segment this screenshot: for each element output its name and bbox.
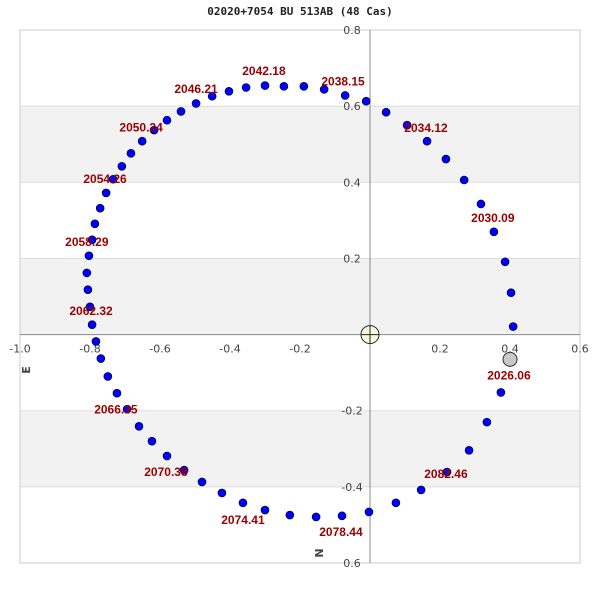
orbit-point [103,372,113,381]
orbit-point [299,82,309,91]
plot-frame [19,29,581,564]
orbit-point [337,511,347,521]
orbit-point [162,115,172,125]
orbit-point [422,136,432,146]
y-tick-label: 0.8 [343,24,361,37]
chart-title: 02020+7054 BU 513AB (48 Cas) [207,5,393,18]
x-tick-label: 0.4 [501,343,519,356]
orbit-point [506,288,516,297]
epoch-label: 2078.44 [319,525,363,539]
epoch-label: 2074.41 [221,513,265,527]
orbit-point [416,485,426,495]
epoch-label: 2058.29 [65,235,109,249]
x-tick-label: 0.6 [571,343,589,356]
orbit-point [319,85,329,94]
orbit-point [217,488,227,498]
orbit-point [482,417,492,427]
orbit-point [82,268,92,278]
orbit-point [95,203,105,213]
orbit-point [108,174,118,184]
epoch-label: 2066.35 [94,402,138,416]
orbit-point [162,451,172,461]
orbit-point [361,96,371,106]
orbit-point [137,136,147,146]
orbit-point [197,477,207,487]
orbit-point [508,322,518,331]
epoch-label: 2034.12 [404,121,448,135]
orbit-point [260,81,270,90]
orbit-point [442,467,452,477]
x-tick-label: 0.2 [431,343,449,356]
x-tick-label: -0.2 [289,343,310,356]
x-tick-label: -0.8 [79,343,100,356]
orbit-point [179,465,189,475]
epoch-label: 2082.46 [424,467,468,481]
orbit-point [381,107,391,117]
y-tick-label: -0.2 [341,405,362,418]
orbit-point [101,188,111,198]
orbit-point [134,422,144,431]
current-position-point [502,351,518,367]
orbit-point [285,510,295,520]
orbit-point [311,512,321,522]
orbit-point [176,107,186,116]
orbit-point [459,175,469,185]
y-tick-label: -0.4 [341,481,362,494]
x-axis-letter: E [20,366,33,374]
orbit-point [149,125,159,135]
y-tick-label: 0.4 [343,176,361,189]
orbit-point [476,199,486,209]
orbit-point [489,227,499,237]
orbit-point [96,354,106,363]
orbit-point [84,251,94,261]
orbit-point [90,219,100,229]
x-tick-label: -0.6 [149,343,170,356]
orbit-point [238,498,248,508]
orbit-point [122,404,132,414]
orbit-point [464,446,474,455]
epoch-label: 2062.32 [69,304,113,318]
orbit-point [112,388,122,398]
epoch-label: 2054.26 [83,172,127,186]
orbit-point [241,83,251,92]
orbit-point [87,320,97,329]
epoch-label: 2030.09 [471,211,515,225]
grid-band [20,258,580,335]
orbit-point [496,388,506,397]
orbit-point [87,235,97,245]
orbit-point [147,436,157,446]
y-tick-label: 0.6 [343,557,361,570]
orbit-point [500,257,510,267]
orbit-point [391,498,401,508]
orbit-point [364,507,374,517]
orbit-point [85,302,95,312]
orbit-point [83,285,93,294]
epoch-label: 2046.21 [174,82,218,96]
orbit-point [402,120,412,130]
x-tick-label: -0.4 [219,343,240,356]
orbit-point [117,161,127,171]
epoch-label: 2070.38 [144,465,188,479]
orbit-point [91,337,101,346]
orbit-point [260,505,270,515]
orbit-point [126,149,136,158]
y-axis-letter: N [313,548,326,557]
orbit-point [340,91,350,100]
orbit-point [191,99,201,108]
grid-band [20,410,580,487]
x-tick-label: -1.0 [9,343,30,356]
orbit-point [279,82,289,91]
orbit-point [207,91,217,101]
y-tick-label: 0.6 [343,100,361,113]
grid-band [20,106,580,183]
epoch-label: 2042.18 [242,64,286,78]
orbit-point [224,86,234,96]
epoch-label: 2038.15 [321,74,365,88]
epoch-label: 2050.24 [119,120,163,134]
orbit-point [441,154,451,164]
y-tick-label: 0.2 [343,252,361,265]
epoch-label: 2026.06 [487,369,531,383]
